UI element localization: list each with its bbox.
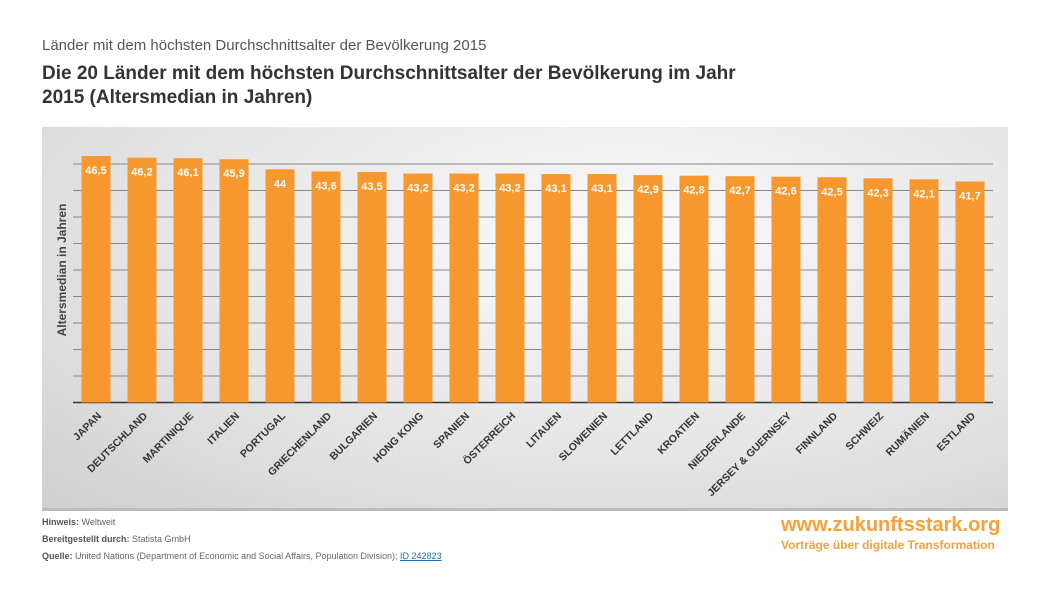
bar (909, 179, 939, 403)
bar (771, 176, 801, 403)
brand-slogan: Vorträge über digitale Transformation (781, 538, 995, 552)
data-label: 45,9 (223, 168, 244, 180)
data-label: 42,9 (637, 184, 658, 196)
data-label: 42,7 (729, 185, 750, 197)
bar (173, 158, 203, 403)
footer-notes: Hinweis: Weltweit Bereitgestellt durch: … (42, 514, 442, 565)
data-label: 41,7 (959, 190, 980, 202)
bar (403, 173, 433, 403)
x-tick-label: PORTUGAL (238, 410, 289, 461)
bar (587, 174, 617, 403)
data-label: 42,5 (821, 186, 842, 198)
bar (219, 159, 249, 403)
x-tick-label: ITALIEN (205, 410, 242, 447)
bar (679, 175, 709, 403)
x-tick-label: JERSEY & GUERNSEY (705, 410, 794, 499)
bar (265, 169, 295, 403)
data-label: 43,1 (591, 183, 612, 195)
x-tick-label: KROATIEN (655, 410, 702, 457)
bereitgestellt: Bereitgestellt durch: Statista GmbH (42, 534, 191, 544)
data-label: 43,2 (407, 183, 428, 195)
data-label: 42,1 (913, 188, 934, 200)
brand-url[interactable]: www.zukunftsstark.org (781, 514, 1001, 536)
x-tick-label: SLOWENIEN (557, 410, 610, 463)
data-label: 42,6 (775, 186, 796, 198)
source-id-link[interactable]: ID 242823 (400, 551, 442, 561)
data-label: 43,5 (361, 181, 382, 193)
data-label: 46,1 (177, 167, 198, 179)
bar (449, 173, 479, 403)
bar (311, 171, 341, 403)
x-tick-label: ESTLAND (935, 410, 979, 454)
x-tick-label: LETTLAND (608, 410, 656, 458)
bar (127, 157, 157, 403)
data-label: 46,2 (131, 167, 152, 179)
y-axis-label: Altersmedian in Jahren (55, 204, 69, 337)
data-label: 43,1 (545, 183, 566, 195)
x-tick-label: LITAUEN (524, 410, 564, 450)
x-tick-label: RUMÄNIEN (883, 409, 932, 458)
hinweis: Hinweis: Weltweit (42, 517, 116, 527)
bar (495, 173, 525, 403)
x-tick-label: FINNLAND (794, 410, 841, 457)
x-tick-label: SPANIEN (431, 410, 472, 451)
x-tick-label: SCHWEIZ (843, 410, 886, 453)
bar (357, 171, 387, 403)
x-tick-label: JAPAN (71, 410, 104, 443)
bar (81, 156, 111, 403)
data-label: 46,5 (85, 165, 106, 177)
quelle: Quelle: United Nations (Department of Ec… (42, 551, 442, 561)
chart-title: Die 20 Länder mit dem höchsten Durchschn… (42, 63, 736, 108)
bar (541, 174, 571, 403)
data-label: 43,2 (453, 183, 474, 195)
bar (863, 178, 893, 403)
bar (725, 176, 755, 403)
supertitle: Länder mit dem höchsten Durchschnittsalt… (42, 37, 487, 54)
bar (633, 175, 663, 403)
data-label: 43,6 (315, 180, 336, 192)
data-label: 42,3 (867, 187, 888, 199)
data-label: 44 (274, 178, 287, 190)
brand-logo: www.zukunftsstark.org Vorträge über digi… (781, 514, 1000, 552)
bar (817, 177, 847, 403)
data-label: 43,2 (499, 183, 520, 195)
data-label: 42,8 (683, 185, 704, 197)
bar (955, 181, 985, 403)
